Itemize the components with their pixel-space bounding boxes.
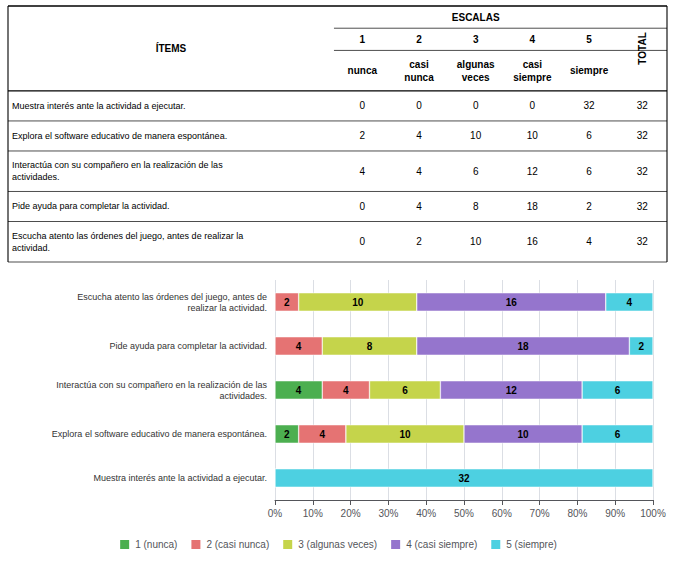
svg-text:10: 10 bbox=[399, 429, 411, 440]
svg-text:4: 4 bbox=[530, 34, 536, 45]
svg-text:siempre: siempre bbox=[513, 72, 552, 83]
svg-text:0: 0 bbox=[416, 100, 422, 111]
svg-text:32: 32 bbox=[458, 473, 470, 484]
svg-text:5: 5 bbox=[586, 34, 592, 45]
svg-text:0: 0 bbox=[360, 201, 366, 212]
svg-text:10: 10 bbox=[527, 130, 539, 141]
svg-text:nunca: nunca bbox=[348, 65, 378, 76]
svg-text:8: 8 bbox=[367, 341, 373, 352]
svg-text:0: 0 bbox=[360, 100, 366, 111]
svg-text:100%: 100% bbox=[640, 508, 666, 519]
svg-text:6: 6 bbox=[402, 385, 408, 396]
svg-text:4: 4 bbox=[360, 166, 366, 177]
svg-text:4: 4 bbox=[627, 297, 633, 308]
svg-text:18: 18 bbox=[518, 341, 530, 352]
svg-text:ESCALAS: ESCALAS bbox=[452, 12, 500, 23]
svg-text:4: 4 bbox=[416, 201, 422, 212]
svg-text:casi: casi bbox=[409, 59, 429, 70]
svg-text:6: 6 bbox=[473, 166, 479, 177]
svg-text:10%: 10% bbox=[303, 508, 323, 519]
svg-text:32: 32 bbox=[637, 100, 649, 111]
svg-text:Escucha atento las órdenes del: Escucha atento las órdenes del juego, an… bbox=[12, 231, 243, 241]
svg-text:20%: 20% bbox=[341, 508, 361, 519]
svg-text:16: 16 bbox=[506, 297, 518, 308]
svg-text:2: 2 bbox=[360, 130, 366, 141]
svg-text:40%: 40% bbox=[416, 508, 436, 519]
svg-text:3 (algunas veces): 3 (algunas veces) bbox=[298, 539, 377, 550]
svg-text:casi: casi bbox=[523, 59, 543, 70]
svg-text:0: 0 bbox=[360, 236, 366, 247]
svg-text:2 (casi nunca): 2 (casi nunca) bbox=[206, 539, 269, 550]
svg-text:Muestra interés ante la activi: Muestra interés ante la actividad a ejec… bbox=[12, 101, 186, 111]
svg-text:12: 12 bbox=[506, 385, 518, 396]
svg-text:Explora el software educativo: Explora el software educativo de manera … bbox=[12, 131, 227, 141]
svg-text:4 (casi siempre): 4 (casi siempre) bbox=[406, 539, 477, 550]
svg-text:1: 1 bbox=[360, 34, 366, 45]
svg-text:algunas: algunas bbox=[457, 59, 495, 70]
svg-text:1 (nunca): 1 (nunca) bbox=[135, 539, 177, 550]
svg-text:Interactúa con su compañero en: Interactúa con su compañero en la realiz… bbox=[12, 160, 223, 170]
svg-text:Interactúa con su compañero en: Interactúa con su compañero en la realiz… bbox=[56, 380, 267, 390]
svg-text:TOTAL: TOTAL bbox=[637, 32, 648, 64]
svg-text:2: 2 bbox=[586, 201, 592, 212]
svg-text:10: 10 bbox=[470, 130, 482, 141]
svg-text:2: 2 bbox=[284, 297, 290, 308]
svg-text:8: 8 bbox=[473, 201, 479, 212]
svg-text:4: 4 bbox=[416, 166, 422, 177]
svg-text:2: 2 bbox=[638, 341, 644, 352]
svg-text:Pide ayuda para completar la a: Pide ayuda para completar la actividad. bbox=[12, 201, 170, 211]
svg-text:Muestra interés ante la activi: Muestra interés ante la actividad a ejec… bbox=[93, 473, 267, 483]
svg-text:ÍTEMS: ÍTEMS bbox=[156, 42, 187, 54]
svg-text:90%: 90% bbox=[605, 508, 625, 519]
svg-text:realizar la actividad.: realizar la actividad. bbox=[187, 303, 267, 313]
svg-text:32: 32 bbox=[637, 130, 649, 141]
svg-text:2: 2 bbox=[416, 236, 422, 247]
svg-text:nunca: nunca bbox=[404, 72, 434, 83]
svg-text:4: 4 bbox=[319, 429, 325, 440]
svg-text:veces: veces bbox=[462, 72, 490, 83]
svg-text:12: 12 bbox=[527, 166, 539, 177]
svg-text:32: 32 bbox=[637, 201, 649, 212]
svg-text:2: 2 bbox=[416, 34, 422, 45]
svg-text:4: 4 bbox=[586, 236, 592, 247]
svg-text:2: 2 bbox=[284, 429, 290, 440]
svg-text:10: 10 bbox=[352, 297, 364, 308]
svg-text:6: 6 bbox=[586, 166, 592, 177]
svg-text:60%: 60% bbox=[492, 508, 512, 519]
svg-text:16: 16 bbox=[527, 236, 539, 247]
svg-text:siempre: siempre bbox=[570, 65, 609, 76]
svg-text:0%: 0% bbox=[268, 508, 283, 519]
svg-text:actividades.: actividades. bbox=[219, 391, 267, 401]
svg-text:Explora el software educativo: Explora el software educativo de manera … bbox=[52, 429, 267, 439]
svg-text:4: 4 bbox=[416, 130, 422, 141]
svg-text:70%: 70% bbox=[530, 508, 550, 519]
svg-text:0: 0 bbox=[473, 100, 479, 111]
svg-text:Escucha atento las órdenes del: Escucha atento las órdenes del juego, an… bbox=[77, 292, 267, 302]
svg-text:6: 6 bbox=[586, 130, 592, 141]
svg-text:actividad.: actividad. bbox=[12, 243, 50, 253]
svg-text:4: 4 bbox=[296, 341, 302, 352]
svg-text:80%: 80% bbox=[567, 508, 587, 519]
svg-text:3: 3 bbox=[473, 34, 479, 45]
svg-text:32: 32 bbox=[637, 166, 649, 177]
svg-text:4: 4 bbox=[296, 385, 302, 396]
svg-text:32: 32 bbox=[637, 236, 649, 247]
svg-text:5 (siempre): 5 (siempre) bbox=[506, 539, 557, 550]
svg-text:32: 32 bbox=[583, 100, 595, 111]
svg-text:actividades.: actividades. bbox=[12, 172, 60, 182]
svg-text:Pide ayuda para completar la a: Pide ayuda para completar la actividad. bbox=[109, 341, 267, 351]
svg-text:6: 6 bbox=[615, 385, 621, 396]
svg-text:30%: 30% bbox=[378, 508, 398, 519]
svg-text:10: 10 bbox=[518, 429, 530, 440]
svg-text:18: 18 bbox=[527, 201, 539, 212]
svg-text:6: 6 bbox=[615, 429, 621, 440]
svg-text:50%: 50% bbox=[454, 508, 474, 519]
svg-text:4: 4 bbox=[343, 385, 349, 396]
svg-text:10: 10 bbox=[470, 236, 482, 247]
svg-text:0: 0 bbox=[530, 100, 536, 111]
